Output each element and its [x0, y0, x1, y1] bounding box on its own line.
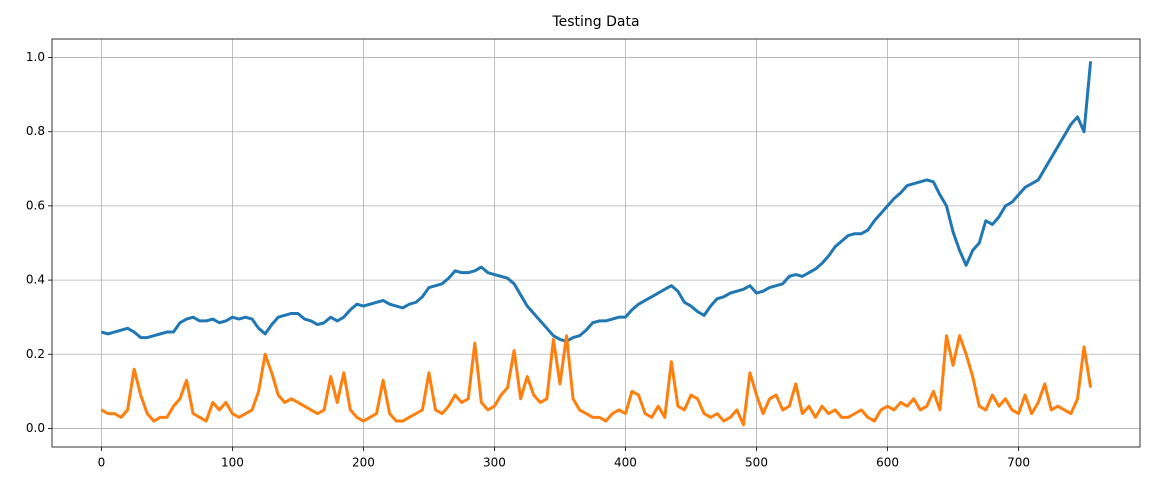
data-line: [100, 334, 1093, 427]
y-tick-label: 0.8: [26, 124, 45, 138]
y-tick-label: 0.6: [26, 198, 45, 212]
x-tick-label: 0: [98, 456, 106, 470]
x-tick-label: 600: [876, 456, 899, 470]
x-tick-label: 400: [614, 456, 637, 470]
x-tick-label: 300: [483, 456, 506, 470]
plot-frame: [51, 38, 1141, 448]
x-tick-label: 200: [352, 456, 375, 470]
x-tick-label: 500: [745, 456, 768, 470]
y-tick-label: 0.4: [26, 273, 45, 287]
x-tick-label: 700: [1007, 456, 1030, 470]
y-tick-label: 0.2: [26, 347, 45, 361]
chart-title: Testing Data: [551, 14, 639, 30]
y-tick-label: 1.0: [26, 50, 45, 64]
data-line: [100, 61, 1093, 343]
x-tick-label: 100: [221, 456, 244, 470]
y-tick-label: 0.0: [26, 421, 45, 435]
